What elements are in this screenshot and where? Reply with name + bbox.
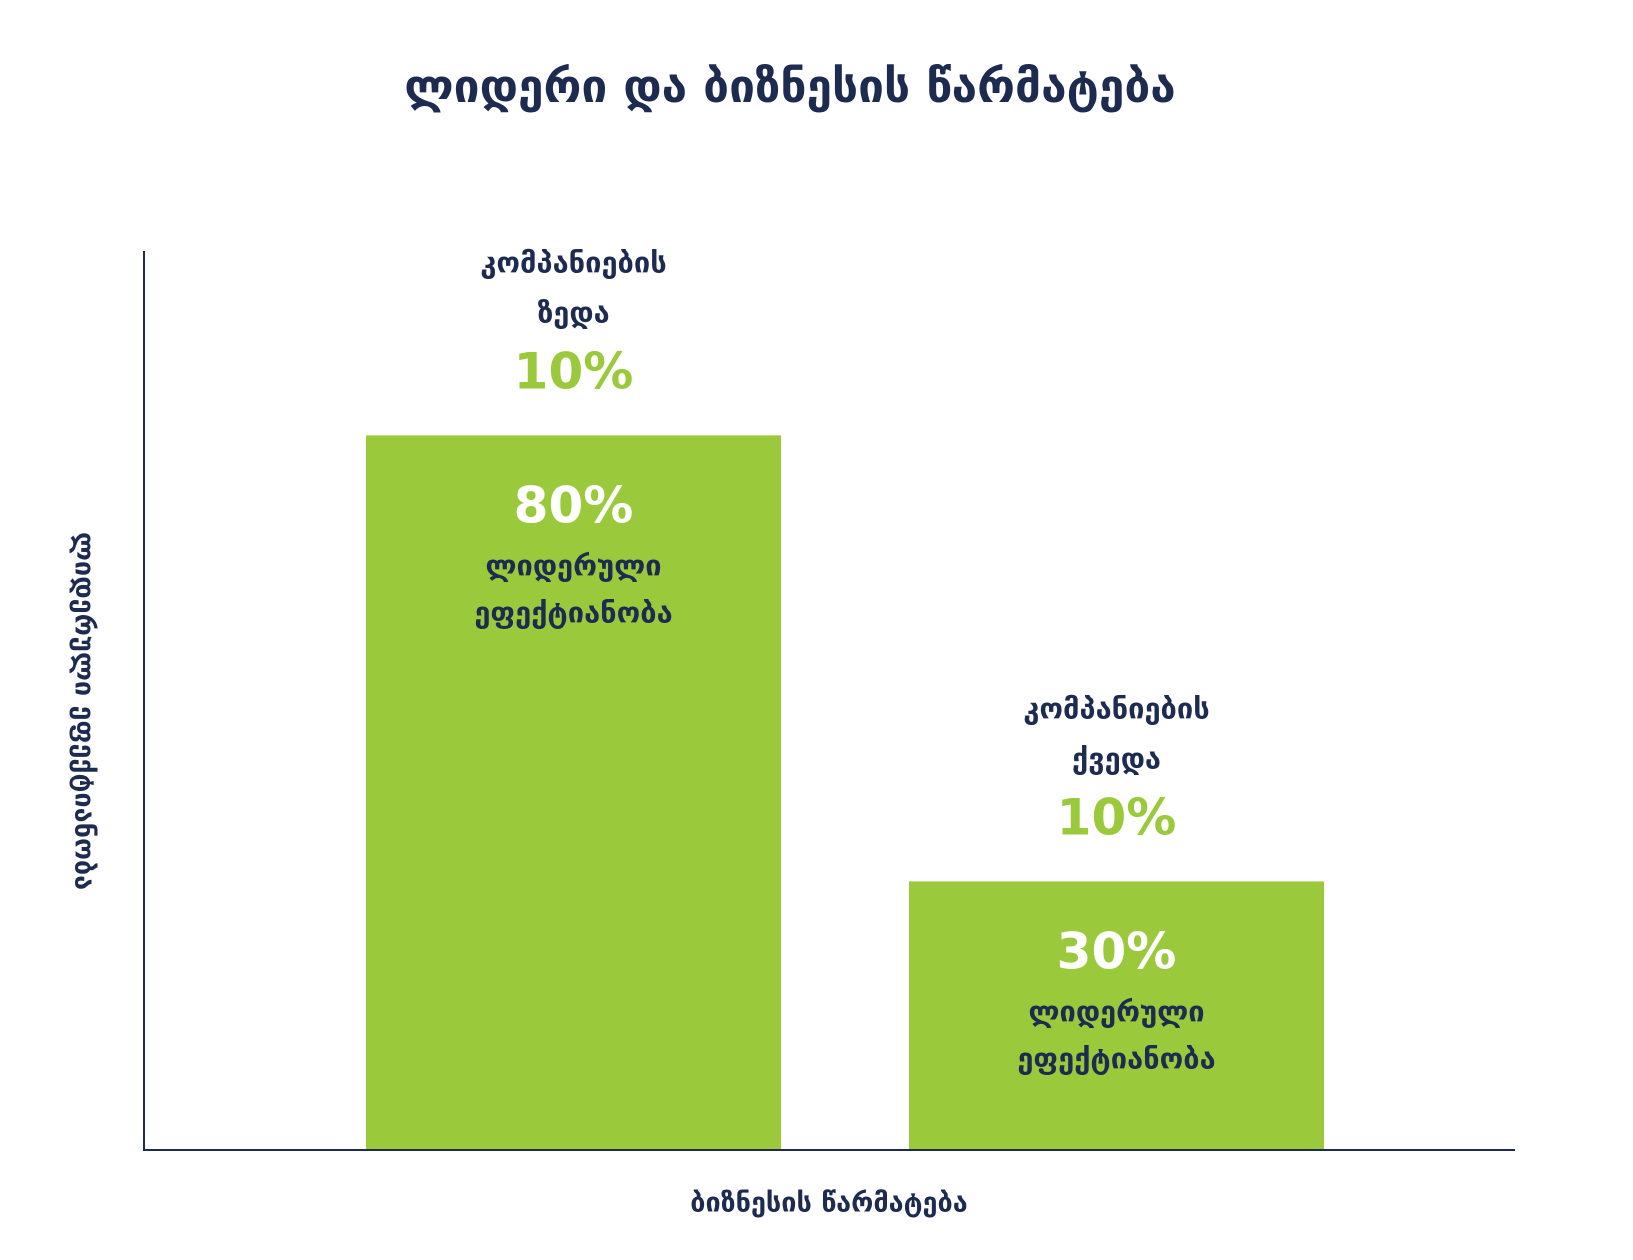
bar-caption-line: ეფექტიანობა (474, 595, 672, 629)
bar-caption-line: ლიდერული (485, 548, 661, 582)
category-percent-label: 10% (514, 342, 634, 400)
bar-caption-line: ლიდერული (1028, 994, 1204, 1028)
bar (366, 435, 781, 1149)
bar-group-bottom: კომპანიების ქვედა 10% 30% ლიდერული ეფექტ… (909, 691, 1324, 1149)
category-label-line: ზედა (537, 295, 609, 329)
bar-value-label: 30% (1057, 922, 1177, 980)
x-axis-label: ბიზნესის წარმატება (690, 1188, 967, 1219)
bar (909, 881, 1324, 1149)
chart-title: ლიდერი და ბიზნესის წარმატება (404, 59, 1176, 113)
bar-value-label: 80% (514, 476, 634, 534)
bar-group-top: კომპანიების ზედა 10% 80% ლიდერული ეფექტი… (366, 245, 781, 1149)
category-label-line: კომპანიების (1023, 691, 1209, 725)
category-percent-label: 10% (1057, 788, 1177, 846)
category-label-line: ქვედა (1072, 741, 1161, 775)
y-axis-label: ლიდერული ეფექტიანობა (69, 532, 100, 890)
bar-caption-line: ეფექტიანობა (1017, 1041, 1215, 1075)
category-label-line: კომპანიების (480, 245, 666, 279)
